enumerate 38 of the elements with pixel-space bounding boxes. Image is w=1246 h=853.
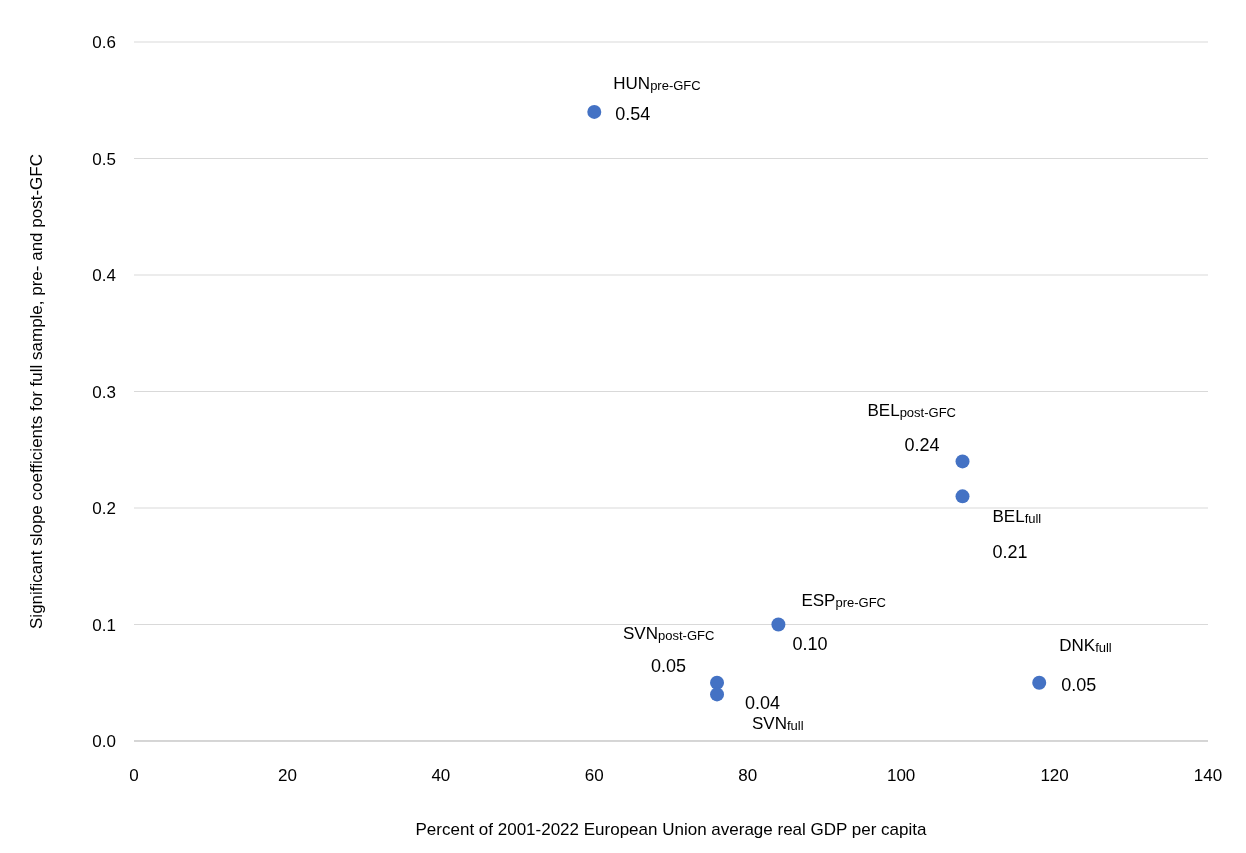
data-label: 0.21 [992,542,1028,563]
y-tick-label: 0.4 [92,266,116,286]
annotation: SVNfull [752,714,804,734]
data-label: 0.04 [745,693,781,714]
y-axis-title: Significant slope coefficients for full sample, pre- and post-GFC [27,154,47,629]
annotation: HUNpre-GFC [613,73,701,93]
x-tick-label: 80 [738,766,758,786]
annotation: BELpost-GFC [867,401,956,421]
data-label: 0.05 [651,655,687,676]
point [587,104,602,119]
point [710,675,725,690]
point [955,489,970,504]
point [1032,675,1047,690]
x-tick-label: 140 [1193,766,1223,786]
point [710,687,725,702]
x-tick-label: 20 [277,766,297,786]
x-axis-title: Percent of 2001-2022 European Union average real GDP per capita [415,820,928,839]
point [771,617,786,632]
data-label: 0.10 [792,633,828,654]
annotation: ESPpre-GFC [801,590,886,610]
annotation: DNKfull [1059,635,1112,655]
y-tick-label: 0.3 [92,382,116,402]
x-tick-label: 0 [129,766,139,786]
x-tick-label: 100 [886,766,916,786]
y-tick-label: 0.5 [92,149,116,169]
data-label: 0.24 [904,435,940,456]
annotation: BELfull [992,507,1042,527]
data-label: 0.05 [1061,674,1097,695]
x-tick-label: 60 [584,766,604,786]
y-tick-label: 0.2 [92,499,116,519]
y-tick-label: 0.1 [92,615,116,635]
point [955,454,970,469]
y-tick-label: 0.6 [92,33,116,53]
x-tick-label: 120 [1040,766,1069,786]
y-tick-label: 0.0 [92,732,116,752]
annotation: SVNpost-GFC [623,623,715,643]
x-tick-label: 40 [431,766,451,786]
data-label: 0.54 [615,103,651,124]
